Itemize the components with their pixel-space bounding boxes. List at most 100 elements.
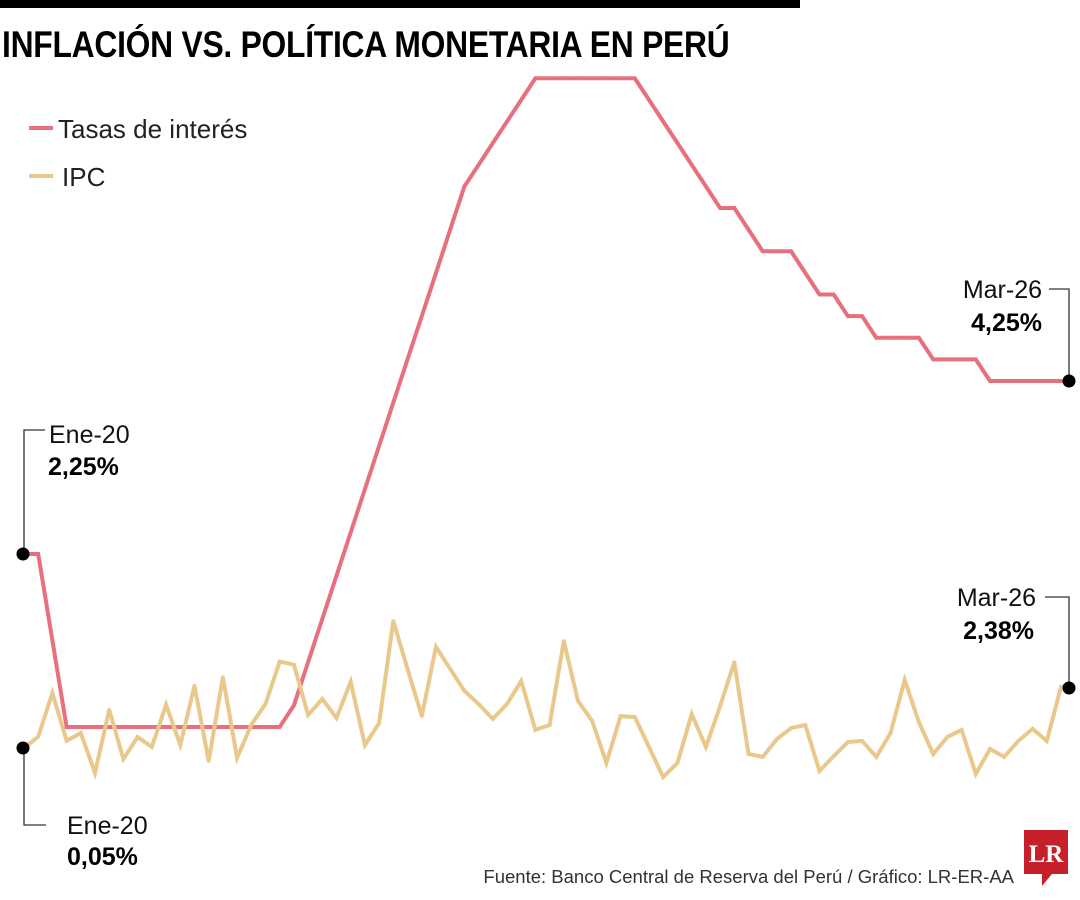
data-point-ipc [178, 743, 183, 747]
legend: Tasas de interés IPC [29, 114, 247, 192]
data-point-rate [320, 617, 325, 621]
annotation-rate-start-label: Ene-20 [49, 421, 130, 449]
data-point-rate [831, 292, 836, 297]
data-point-ipc [320, 697, 325, 701]
data-point-ipc [675, 761, 680, 765]
data-point-ipc [902, 678, 907, 682]
data-point-ipc [206, 759, 211, 763]
data-point-rate [562, 76, 566, 81]
data-point-ipc [888, 731, 893, 735]
data-point-ipc [519, 679, 523, 683]
data-point-rate [164, 725, 168, 729]
legend-label-rate: Tasas de interés [58, 114, 247, 144]
data-point-rate [931, 357, 935, 362]
series-line-ipc [22, 620, 1066, 781]
data-point-ipc [974, 772, 978, 776]
data-point-ipc [931, 752, 935, 756]
data-point-ipc [746, 752, 751, 756]
data-point-ipc [590, 719, 594, 723]
data-point-ipc [306, 713, 310, 717]
legend-label-ipc: IPC [62, 162, 105, 192]
dot-rate-start [16, 547, 30, 561]
data-point-rate [533, 76, 538, 81]
data-point-ipc [547, 723, 552, 727]
data-point-rate [746, 227, 751, 232]
data-point-ipc [831, 754, 836, 758]
data-point-rate [1030, 379, 1035, 383]
data-point-rate [505, 119, 509, 124]
data-point-rate [121, 725, 126, 729]
data-point-rate [647, 98, 651, 102]
data-point-rate [1002, 379, 1006, 383]
data-point-rate [93, 725, 97, 729]
data-point-rate [604, 76, 609, 81]
annotation-ipc-end-label: Mar-26 [957, 584, 1036, 612]
data-point-ipc [874, 755, 879, 759]
annotation-rate-end-label: Mar-26 [963, 276, 1042, 304]
data-point-rate [363, 487, 367, 491]
data-point-ipc [789, 726, 793, 730]
data-point-ipc [647, 745, 651, 749]
data-point-ipc [618, 714, 623, 718]
data-point-ipc [505, 702, 509, 706]
data-point-rate [434, 271, 438, 275]
data-point-ipc [704, 745, 708, 749]
data-point-ipc [1030, 727, 1035, 731]
data-point-ipc [334, 716, 339, 720]
source-note: Fuente: Banco Central de Reserva del Per… [483, 866, 1014, 887]
series-line-rate [23, 76, 1069, 729]
data-point-rate [888, 336, 893, 340]
data-point-rate [391, 400, 396, 405]
data-point-ipc [1016, 739, 1021, 743]
annotations: Ene-20 2,25% Mar-26 4,25% Ene-20 0,05% M… [16, 276, 1076, 871]
data-point-rate [860, 314, 864, 318]
data-point-rate [306, 660, 310, 664]
data-point-rate [732, 206, 737, 210]
data-point-rate [377, 444, 381, 448]
data-point-ipc [689, 712, 694, 716]
data-point-ipc [93, 771, 97, 775]
data-point-ipc [1059, 685, 1063, 689]
data-point-rate [519, 98, 523, 102]
data-point-ipc [476, 702, 481, 706]
data-point-ipc [803, 723, 808, 727]
data-point-rate [945, 357, 950, 362]
data-point-rate [618, 76, 623, 81]
data-point-ipc [292, 662, 296, 667]
data-point-rate [547, 76, 552, 81]
data-point-ipc [107, 708, 111, 712]
data-point-ipc [533, 728, 538, 732]
data-point-ipc [718, 704, 722, 708]
top-rule [0, 0, 800, 8]
data-point-rate [263, 725, 268, 729]
lr-logo: LR [1024, 830, 1068, 886]
data-point-ipc [391, 619, 396, 623]
data-point-ipc [448, 667, 453, 671]
data-point-ipc [860, 739, 864, 743]
data-point-rate [988, 379, 992, 383]
annotation-ipc-end-value: 2,38% [963, 617, 1034, 645]
annotation-rate-end-value: 4,25% [971, 309, 1042, 337]
data-point-rate [405, 357, 410, 362]
data-point-ipc [221, 675, 225, 679]
data-point-rate [846, 314, 850, 318]
data-point-rate [803, 271, 808, 275]
data-point-ipc [917, 720, 921, 724]
leader-ipc-start [23, 748, 46, 826]
dot-ipc-start [16, 741, 30, 755]
data-point-rate [704, 184, 708, 189]
data-point-rate [675, 141, 680, 145]
data-point-ipc [576, 699, 580, 703]
data-point-rate [902, 336, 907, 340]
data-point-rate [135, 725, 140, 729]
data-point-ipc [348, 680, 353, 684]
data-point-ipc [462, 689, 467, 693]
data-point-rate [64, 725, 69, 729]
data-point-rate [974, 357, 978, 362]
data-point-ipc [988, 747, 992, 751]
data-point-rate [491, 141, 495, 145]
data-point-rate [150, 725, 154, 729]
data-point-ipc [135, 735, 140, 739]
data-point-rate [789, 249, 793, 254]
data-point-rate [221, 725, 225, 729]
